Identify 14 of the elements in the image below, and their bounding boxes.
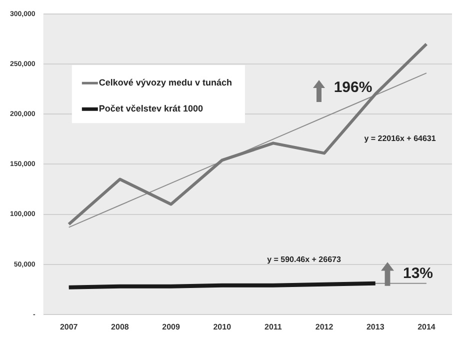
x-tick-label: 2007 (60, 322, 78, 332)
x-tick-label: 2012 (315, 322, 334, 332)
annotation: y = 590.46x + 26673 (267, 255, 342, 264)
x-tick-label: 2011 (264, 322, 282, 332)
x-tick-label: 2008 (111, 322, 130, 332)
x-tick-label: 2013 (366, 322, 385, 332)
annotation: y = 22016x + 64631 (364, 134, 436, 144)
legend-label: Celkové vývozy medu v tunách (98, 78, 232, 88)
annotation: 196% (334, 79, 372, 96)
annotation: 13% (402, 265, 434, 282)
legend-label: Počet včelstev krát 1000 (98, 104, 203, 114)
x-tick-label: 2009 (162, 322, 180, 332)
x-tick-label: 2010 (213, 322, 232, 332)
x-tick-label: 2014 (418, 322, 436, 332)
